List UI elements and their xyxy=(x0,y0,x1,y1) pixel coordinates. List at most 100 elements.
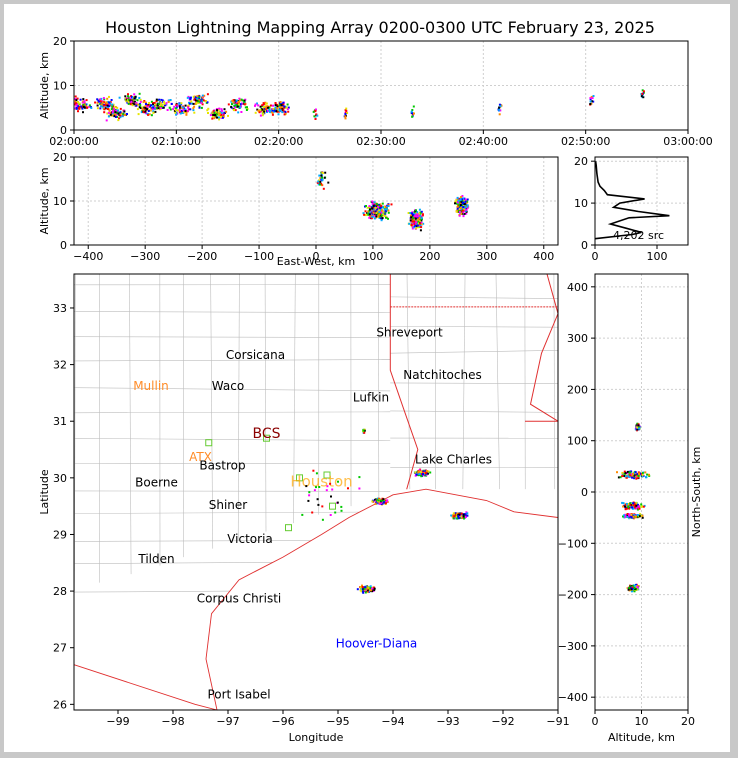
time-point xyxy=(104,102,107,105)
time-point xyxy=(150,104,152,107)
time-point xyxy=(99,98,102,101)
ew-point xyxy=(378,210,381,213)
city-label: Corsicana xyxy=(226,348,285,362)
county-boundary xyxy=(73,387,391,392)
time-point xyxy=(221,116,224,119)
ew-point xyxy=(372,211,375,214)
time-point xyxy=(158,98,161,101)
time-point xyxy=(591,97,594,100)
ew-point xyxy=(378,213,381,216)
time-point xyxy=(257,104,260,107)
map-point xyxy=(422,470,425,473)
map-point xyxy=(464,513,467,516)
map-point xyxy=(358,476,361,479)
lma-station-marker xyxy=(263,434,270,442)
time-point xyxy=(243,103,246,106)
time-point xyxy=(168,106,171,109)
time-point xyxy=(285,106,288,109)
ns-point xyxy=(641,475,644,478)
city-label: Boerne xyxy=(135,475,178,489)
ew-point xyxy=(413,218,416,221)
time-point xyxy=(112,109,115,112)
time-point xyxy=(197,100,200,103)
map-point xyxy=(365,588,367,591)
time-point xyxy=(146,108,149,111)
time-point xyxy=(117,109,119,112)
ew-point xyxy=(420,221,423,224)
ns-point xyxy=(637,504,639,507)
time-point xyxy=(237,111,240,114)
time-point xyxy=(82,111,84,114)
map-point xyxy=(426,472,429,475)
time-point xyxy=(202,99,205,102)
time-point xyxy=(139,98,142,101)
city-label: Victoria xyxy=(227,532,273,546)
time-point xyxy=(127,93,129,96)
time-point xyxy=(157,103,160,106)
time-point xyxy=(275,110,278,113)
ew-point xyxy=(321,176,323,179)
time-point xyxy=(116,115,118,118)
time-point xyxy=(237,101,240,104)
time-point xyxy=(143,110,146,112)
time-point xyxy=(277,109,280,112)
city-label: Lake Charles xyxy=(415,453,492,467)
time-point xyxy=(197,101,200,104)
time-point xyxy=(107,115,110,118)
time-point xyxy=(286,103,289,106)
lma-station-marker xyxy=(205,439,213,447)
time-point xyxy=(150,114,153,117)
time-point xyxy=(287,110,290,113)
time-point xyxy=(75,106,78,109)
time-point xyxy=(99,107,102,110)
time-point xyxy=(119,114,122,117)
time-point xyxy=(236,105,239,108)
ew-point xyxy=(461,195,464,197)
time-point xyxy=(590,95,593,98)
map-y-axis-label: Latitude xyxy=(38,469,51,515)
ew-point xyxy=(414,214,417,217)
time-point xyxy=(270,110,273,113)
time-point xyxy=(96,107,99,110)
ew-tick-label: 200 xyxy=(419,250,440,263)
time-point xyxy=(150,100,153,103)
ew-point xyxy=(464,200,467,203)
ns-point xyxy=(630,473,633,476)
ew-point xyxy=(367,213,370,216)
coastline xyxy=(73,488,559,711)
time-point xyxy=(102,104,105,107)
county-boundary xyxy=(73,311,391,314)
time-point xyxy=(219,112,221,115)
time-point xyxy=(264,103,267,106)
time-point xyxy=(239,103,242,106)
map-point xyxy=(466,512,469,515)
time-point xyxy=(592,95,595,97)
ns-point xyxy=(631,587,634,590)
time-point xyxy=(147,113,150,116)
time-point xyxy=(287,106,290,109)
time-point xyxy=(261,108,264,111)
time-point xyxy=(75,99,78,102)
time-point xyxy=(220,111,223,114)
ns-point xyxy=(632,514,635,517)
gulf-of-mexico xyxy=(74,489,558,710)
map-point xyxy=(380,499,383,502)
time-point xyxy=(88,105,91,108)
time-point xyxy=(181,106,184,109)
time-point xyxy=(187,106,190,109)
ew-point xyxy=(419,218,422,221)
time-point xyxy=(271,109,274,112)
time-point xyxy=(180,102,183,105)
time-point xyxy=(259,114,262,117)
time-point xyxy=(273,109,276,112)
parish-boundary xyxy=(390,410,559,413)
ew-point xyxy=(407,212,410,214)
map-point xyxy=(378,502,381,505)
time-point xyxy=(138,97,141,99)
county-boundary xyxy=(73,411,391,414)
map-tick-label: 31 xyxy=(53,415,67,428)
time-point xyxy=(82,100,85,103)
ew-point xyxy=(379,203,382,206)
map-point xyxy=(321,518,324,521)
time-point xyxy=(139,104,142,107)
